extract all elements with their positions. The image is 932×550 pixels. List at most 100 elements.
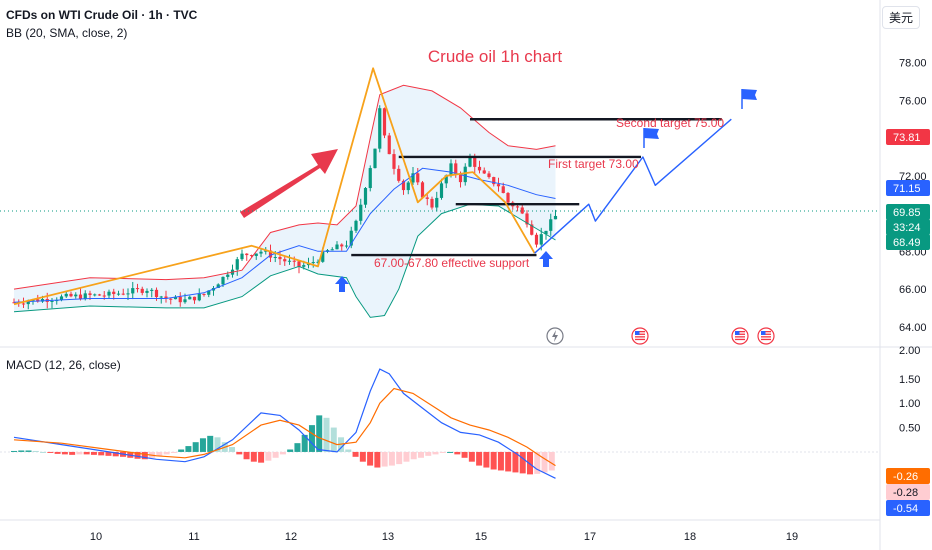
candle-body [349,230,353,246]
candle-body [463,166,467,183]
first-target-label: First target 73.00 [548,157,639,171]
candle-body [496,184,501,187]
macd-histogram-bar [199,438,206,452]
candle-body [121,293,125,295]
bb-upper-line [13,84,556,290]
macd-histogram-bar [534,451,541,474]
time-tick-label: 18 [684,531,696,543]
histogram-value-badge-text: -0.54 [893,503,918,515]
up-arrow-icon [539,251,553,267]
macd-pane [0,368,880,479]
macd-histogram-bar [105,451,112,456]
macd-tick-label: 1.00 [899,398,920,410]
blue-flag-icon [742,89,757,100]
candle-body [520,207,524,214]
macd-histogram-bar [330,427,337,452]
us-flag-event-icon[interactable] [757,327,775,345]
macd-histogram-bar [163,451,170,455]
macd-indicator-label[interactable]: MACD (12, 26, close) [6,358,121,372]
current-price-badge-bg [886,204,930,220]
flag-stripe [735,338,745,341]
macd-histogram-bar [505,451,512,472]
macd-histogram-bar [548,451,555,471]
macd-value-badge-text: -0.26 [893,471,918,483]
us-flag-event-icon[interactable] [631,327,649,345]
candle-body [534,234,539,245]
macd-histogram-bar [69,451,76,455]
candle-body [544,230,548,235]
candle-body [26,301,30,305]
candle-body [525,213,529,225]
candle-body [140,288,144,293]
candle-body [316,261,320,263]
candle-body [12,302,16,304]
candle-body [126,293,130,295]
candle-body [93,294,97,296]
candle-body [192,296,197,301]
macd-histogram-bar [243,451,250,460]
candle-body [278,256,282,260]
zigzag-pattern [13,67,536,306]
candle-body [292,260,296,262]
macd-histogram-bar [192,442,199,452]
last-price-badge-bg [886,180,930,196]
macd-histogram-bar [141,451,148,460]
price-tick-label: 78.00 [899,58,927,70]
macd-histogram-bar [323,417,330,452]
macd-histogram-bar [279,451,286,455]
candle-body [406,182,410,191]
flag-stripe [635,331,645,333]
time-axis[interactable]: 10 11 12 13 15 17 18 19 [90,531,798,543]
macd-histogram-bar [207,435,214,452]
candle-body [378,108,382,149]
macd-tick-label: 2.00 [899,345,920,357]
candle-body [36,299,40,302]
candle-body [359,204,363,221]
candle-body [411,173,415,183]
event-icons[interactable] [546,327,775,345]
price-axis[interactable]: 64.00 66.00 68.00 72.00 76.00 78.00 0.50 1.00 1.… [0,58,930,516]
time-tick-label: 15 [475,531,487,543]
price-tick-label: 72.00 [899,171,927,183]
macd-histogram-bar [170,451,177,453]
macd-histogram-bar [83,451,90,455]
projection-line [534,118,732,254]
macd-histogram-bar [316,415,323,452]
countdown-badge-text: 33:24 [893,222,921,234]
currency-selector[interactable]: 美元 [881,6,920,29]
candle-body [112,291,116,295]
candle-body [268,250,273,258]
candle-body [102,295,106,297]
flash-event-icon[interactable] [546,327,564,345]
flag-canton [735,331,740,335]
price-tick-label: 64.00 [899,322,927,334]
candle-body [159,296,163,298]
macd-histogram-bar [476,451,483,466]
candle-body [487,173,491,178]
candle-body [273,256,277,258]
price-tick-label: 68.00 [899,246,927,258]
candle-body [202,293,206,295]
candle-body [392,154,396,169]
trend-arrow-shape [240,149,338,218]
price-high-badge-bg [886,129,930,145]
macd-histogram-bar [345,449,352,452]
macd-histogram-bar [214,437,221,452]
trend-arrow [240,149,338,218]
candle-body [74,294,78,297]
us-flag-event-icon[interactable] [731,327,749,345]
bb-indicator-label[interactable]: BB (20, SMA, close, 2) [6,26,128,40]
price-high-badge: 73.81 [886,129,930,145]
flag-stripe [761,333,771,335]
candle-body [154,289,159,298]
candle-body [226,274,230,277]
candle-body [492,177,496,185]
annotations: Crude oil 1h chart Second target 75.00 Fir… [374,47,724,270]
candle-body [240,253,244,260]
candle-body [373,148,377,169]
target-levels [351,118,722,257]
macd-histogram-bar [40,451,47,453]
flag-stripe [635,333,645,335]
